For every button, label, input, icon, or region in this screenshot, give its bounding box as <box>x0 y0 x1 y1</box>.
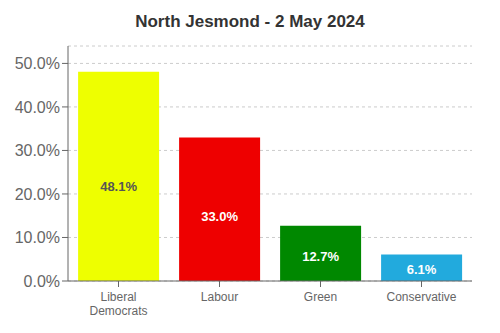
svg-text:33.0%: 33.0% <box>201 209 238 224</box>
html-text:North Jesmond - 2 May 2024: North Jesmond - 2 May 2024 <box>135 12 365 31</box>
svg-text:Conservative: Conservative <box>386 290 456 304</box>
svg-text:0.0%: 0.0% <box>24 273 60 290</box>
svg-text:30.0%: 30.0% <box>15 142 60 159</box>
svg-text:Green: Green <box>304 290 337 304</box>
svg-text:48.1%: 48.1% <box>100 179 137 194</box>
svg-text:LiberalDemocrats: LiberalDemocrats <box>89 290 147 318</box>
svg-text:Labour: Labour <box>201 290 238 304</box>
svg-text:40.0%: 40.0% <box>15 99 60 116</box>
svg-text:50.0%: 50.0% <box>15 55 60 72</box>
svg-text:10.0%: 10.0% <box>15 229 60 246</box>
svg-text:12.7%: 12.7% <box>302 249 339 264</box>
svg-text:20.0%: 20.0% <box>15 186 60 203</box>
svg-text:6.1%: 6.1% <box>407 262 437 277</box>
